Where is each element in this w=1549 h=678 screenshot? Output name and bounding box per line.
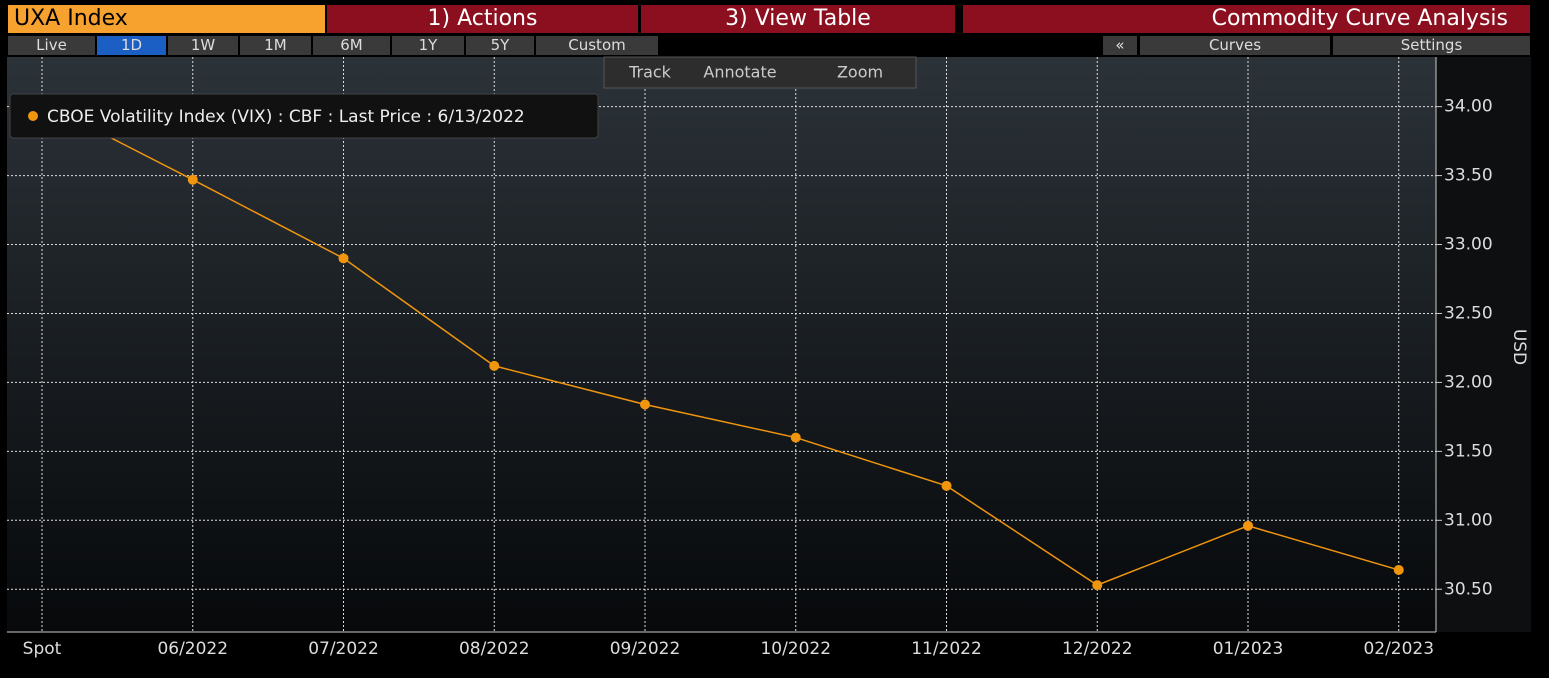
legend-label: CBOE Volatility Index (VIX) : CBF : Last… xyxy=(47,107,525,127)
tab[interactable]: 1Y xyxy=(392,36,464,55)
legend-marker xyxy=(28,111,38,121)
chart-tool: Annotate xyxy=(703,63,776,82)
x-tick-label: 02/2023 xyxy=(1363,639,1434,659)
analysis-title: Commodity Curve Analysis xyxy=(963,5,1530,33)
axis-area xyxy=(1436,57,1531,632)
point xyxy=(338,253,349,264)
y-tick-label: 34.00 xyxy=(1444,97,1493,117)
x-tick-label: 07/2022 xyxy=(308,639,379,659)
point xyxy=(187,174,198,185)
point xyxy=(1243,520,1253,531)
x-tick-label: 10/2022 xyxy=(760,639,831,659)
point xyxy=(640,399,650,410)
tab[interactable]: 1W xyxy=(168,36,238,55)
point xyxy=(941,480,952,491)
y-tick-label: 33.50 xyxy=(1444,166,1493,186)
x-tick-label: 06/2022 xyxy=(157,639,228,659)
x-tick-label: Spot xyxy=(23,639,62,659)
y-tick-label: 33.00 xyxy=(1444,235,1493,255)
y-tick-label: 31.00 xyxy=(1444,510,1493,530)
view-table-button[interactable]: 3) View Table xyxy=(641,5,955,33)
point xyxy=(790,432,801,443)
line xyxy=(41,101,1399,586)
x-tick-label: 12/2022 xyxy=(1062,639,1133,659)
y-tick-label: 30.50 xyxy=(1444,579,1493,599)
settings-button[interactable]: Settings xyxy=(1333,36,1530,55)
chart-toolbar xyxy=(603,56,917,89)
actions-button[interactable]: 1) Actions xyxy=(327,5,638,33)
chart-tool: Zoom xyxy=(837,63,883,82)
x-tick-label: 11/2022 xyxy=(911,639,982,659)
point xyxy=(1393,564,1404,575)
collapse-button[interactable]: « xyxy=(1103,36,1137,55)
y-axis-label: USD xyxy=(1509,329,1529,365)
y-tick-label: 32.00 xyxy=(1444,372,1493,392)
x-tick-label: 08/2022 xyxy=(459,639,530,659)
chart-tool: Track xyxy=(628,63,672,82)
curves-button[interactable]: Curves xyxy=(1140,36,1330,55)
x-tick-label: 09/2022 xyxy=(610,639,681,659)
ticker[interactable]: UXA Index xyxy=(8,5,325,33)
x-tick-label: 01/2023 xyxy=(1213,639,1284,659)
y-tick-label: 32.50 xyxy=(1444,303,1493,323)
y-tick-label: 31.50 xyxy=(1444,441,1493,461)
tab[interactable]: 1D xyxy=(97,36,166,55)
tab[interactable]: 5Y xyxy=(466,36,534,55)
tab[interactable]: 1M xyxy=(240,36,311,55)
legend xyxy=(9,93,599,139)
point xyxy=(489,360,500,371)
tab[interactable]: Custom xyxy=(536,36,658,55)
tab[interactable]: 6M xyxy=(313,36,390,55)
tab[interactable]: Live xyxy=(8,36,95,55)
plot-area xyxy=(7,57,1436,632)
point xyxy=(1092,580,1103,591)
